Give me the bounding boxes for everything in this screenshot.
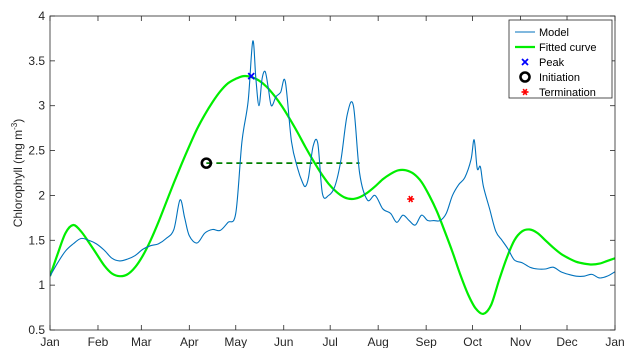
y-tick-label: 4 (38, 9, 45, 23)
legend-swatch (519, 71, 531, 83)
marker-initiation (200, 157, 213, 169)
x-tick-label: Nov (510, 335, 531, 348)
legend-item-model: Model (515, 27, 569, 39)
x-ticks: Jan Feb Mar Apr May Jun Jul Aug Sep Oct Nov Dec Jan (40, 16, 625, 348)
x-tick-label: Aug (367, 335, 388, 348)
y-tick-label: 3 (38, 99, 45, 113)
x-tick-label: Dec (556, 335, 577, 348)
marker-peak (247, 72, 255, 80)
y-axis-label-close: ) (11, 119, 25, 123)
series-line-fitted-curve (50, 74, 615, 316)
legend-item-initiation: Initiation (519, 71, 580, 84)
y-tick-label: 3.5 (28, 54, 45, 68)
y-tick-label: 2 (38, 188, 45, 202)
legend-swatch (521, 58, 529, 66)
y-axis-label: Chlorophyll (mg m-3) (10, 119, 25, 227)
legend-label: Fitted curve (539, 42, 596, 54)
legend-item-peak: Peak (521, 57, 565, 69)
x-tick-label: Sep (415, 335, 437, 348)
legend: Model Fitted curve Peak Initiation Terminati… (508, 19, 613, 99)
legend-box (508, 19, 613, 99)
y-tick-label: 1.5 (28, 233, 45, 247)
series-group (50, 40, 615, 316)
x-tick-label: Mar (131, 335, 152, 348)
x-tick-label: Apr (180, 335, 199, 348)
legend-label: Model (539, 27, 569, 39)
y-axis-label-sup: -3 (10, 122, 19, 130)
marker-termination (407, 195, 415, 203)
x-tick-label: Jul (323, 335, 338, 348)
x-tick-label: Jun (274, 335, 293, 348)
x-tick-label: May (224, 335, 247, 348)
legend-swatch (521, 88, 529, 96)
y-tick-label: 1 (38, 278, 45, 292)
legend-label: Initiation (539, 72, 580, 84)
y-tick-label: 2.5 (28, 144, 45, 158)
x-tick-label: Jan (40, 335, 59, 348)
legend-item-termination: Termination (521, 87, 596, 99)
series-line-model (50, 40, 615, 279)
legend-label: Termination (539, 87, 596, 99)
x-tick-label: Jan (605, 335, 624, 348)
x-tick-label: Oct (463, 335, 482, 348)
axes-box (49, 15, 616, 331)
y-tick-label: 0.5 (28, 323, 45, 337)
markers-group (200, 72, 415, 203)
legend-item-fitted-curve: Fitted curve (515, 42, 596, 54)
legend-label: Peak (539, 57, 565, 69)
x-tick-label: Feb (88, 335, 109, 348)
